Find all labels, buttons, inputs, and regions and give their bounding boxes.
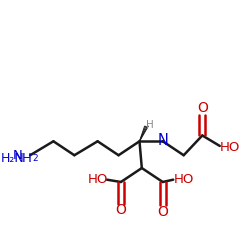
Text: O: O <box>157 204 168 218</box>
Text: HO: HO <box>174 173 194 186</box>
Text: HO: HO <box>88 173 108 186</box>
Text: HO: HO <box>219 140 240 153</box>
Text: N: N <box>157 132 168 148</box>
Text: H: H <box>22 152 32 165</box>
Text: O: O <box>197 102 208 116</box>
Text: H₂N: H₂N <box>0 152 24 165</box>
Text: H: H <box>146 120 154 130</box>
Text: 2: 2 <box>33 154 38 163</box>
Text: N: N <box>12 149 22 162</box>
Text: O: O <box>116 204 126 218</box>
